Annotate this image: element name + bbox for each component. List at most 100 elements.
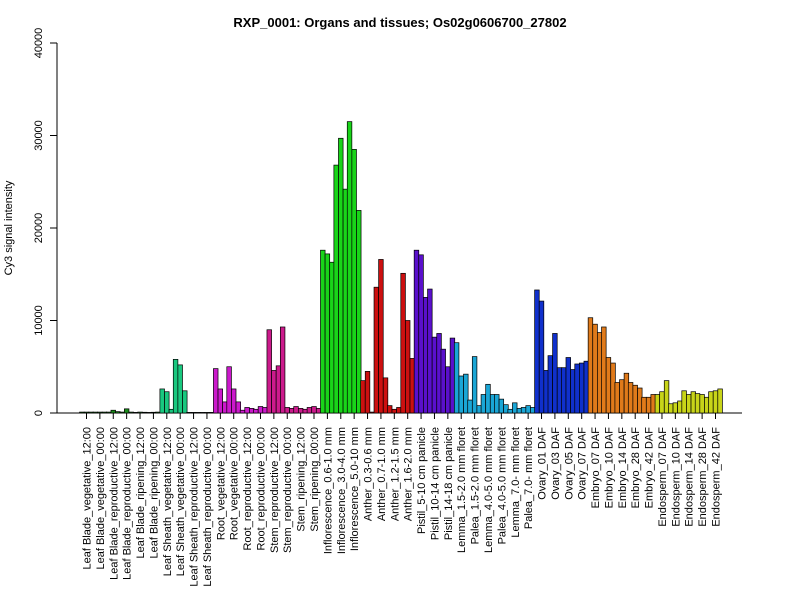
x-tick-label: Ovary_01 DAF bbox=[537, 427, 549, 500]
x-tick-label: Palea_4.0-5.0 mm floret bbox=[496, 427, 508, 544]
bar bbox=[601, 326, 607, 414]
bar bbox=[204, 412, 210, 414]
x-tick-label: Embryo_28 DAF bbox=[630, 427, 642, 509]
bar bbox=[92, 411, 98, 414]
bar bbox=[507, 408, 513, 414]
x-tick-label: Root_vegetative_00:00 bbox=[229, 427, 241, 540]
bar bbox=[627, 382, 634, 414]
x-tick-label: Endosperm_14 DAF bbox=[684, 427, 696, 527]
bar bbox=[244, 407, 250, 414]
bar bbox=[110, 409, 116, 414]
x-tick-label: Root_reproductive_00:00 bbox=[255, 427, 267, 551]
x-tick-label: Anther_1.6-2.0 mm bbox=[403, 427, 415, 521]
x-tick-label: Root_reproductive_12:00 bbox=[242, 427, 254, 551]
bar bbox=[699, 394, 705, 414]
bar bbox=[400, 272, 406, 414]
bar bbox=[405, 320, 411, 414]
x-tick-label: Leaf Blade_reproductive_12:00 bbox=[108, 427, 120, 580]
bar bbox=[494, 394, 500, 414]
bar bbox=[378, 259, 384, 414]
bar bbox=[463, 373, 469, 414]
bar bbox=[132, 412, 139, 414]
bar bbox=[119, 411, 125, 414]
bar bbox=[561, 367, 567, 414]
bar bbox=[83, 411, 90, 414]
x-tick-label: Stem_ripening_00:00 bbox=[309, 427, 321, 532]
bar bbox=[645, 396, 652, 414]
x-tick-label: Lemma_4.0-5.0 mm floret bbox=[483, 427, 495, 553]
x-tick-label: Leaf Blade_ripening_00:00 bbox=[148, 427, 160, 559]
y-tick-label: 20000 bbox=[33, 213, 45, 244]
bar bbox=[445, 366, 451, 414]
x-tick-label: Lemma_1.5-2.0 mm floret bbox=[456, 427, 468, 553]
x-tick-label: Inflorescence_5.0-10 mm bbox=[349, 427, 361, 551]
bar bbox=[297, 408, 304, 414]
bar bbox=[552, 333, 558, 414]
bar bbox=[199, 412, 206, 414]
x-tick-label: Leaf Blade_vegetative_00:00 bbox=[95, 427, 107, 570]
bar bbox=[668, 403, 674, 414]
x-tick-label: Anther_0.7-1.0 mm bbox=[376, 427, 388, 521]
bar bbox=[150, 411, 157, 414]
bar bbox=[458, 375, 464, 414]
bar bbox=[257, 406, 264, 414]
bar bbox=[574, 363, 580, 414]
bar bbox=[306, 407, 313, 414]
bar bbox=[632, 384, 638, 414]
bar bbox=[373, 286, 379, 414]
x-tick-label: Lemma_7.0- mm floret bbox=[510, 427, 522, 538]
x-tick-label: Leaf Sheath_vegetative_00:00 bbox=[175, 427, 187, 576]
bar bbox=[681, 390, 687, 414]
x-tick-label: Palea_1.5-2.0 mm floret bbox=[470, 427, 482, 544]
x-tick-label: Embryo_07 DAF bbox=[590, 427, 602, 509]
bar bbox=[97, 411, 103, 414]
bar bbox=[106, 411, 112, 414]
bar bbox=[467, 399, 473, 414]
bar bbox=[182, 390, 188, 414]
bar bbox=[79, 411, 85, 414]
bar bbox=[654, 394, 661, 414]
x-tick-label: Embryo_10 DAF bbox=[603, 427, 615, 509]
x-tick-label: Ovary_07 DAF bbox=[577, 427, 589, 500]
bar bbox=[279, 326, 286, 414]
bar bbox=[525, 405, 531, 414]
bar bbox=[605, 357, 612, 414]
bar bbox=[360, 380, 366, 414]
bar bbox=[364, 371, 371, 414]
x-tick-label: Endosperm_10 DAF bbox=[670, 427, 682, 527]
plot-area: 0 10000 20000 30000 40000 Leaf Blade_vegetati… bbox=[33, 28, 742, 587]
x-tick-label: Leaf Sheath_vegetative_12:00 bbox=[162, 427, 174, 576]
x-tick-label: Endosperm_42 DAF bbox=[711, 427, 723, 527]
bar bbox=[226, 366, 232, 414]
x-tick-label: Root_vegetative_12:00 bbox=[215, 427, 227, 540]
bar bbox=[498, 398, 505, 414]
bar bbox=[356, 210, 362, 414]
bar bbox=[217, 388, 223, 414]
x-tick-label: Pistil_5-10 cm panicle bbox=[416, 427, 428, 534]
bar bbox=[239, 409, 246, 414]
y-tick-label: 40000 bbox=[33, 28, 45, 59]
bar bbox=[587, 317, 594, 414]
bar bbox=[440, 348, 446, 414]
bar bbox=[172, 359, 179, 414]
x-tick-label: Pistil_10-14 cm panicle bbox=[429, 427, 441, 540]
x-tick-label: Leaf Blade_reproductive_00:00 bbox=[122, 427, 134, 580]
bar bbox=[520, 407, 527, 414]
bar bbox=[453, 342, 460, 414]
x-tick-label: Leaf Sheath_reproductive_00:00 bbox=[202, 427, 214, 587]
y-tick-label: 30000 bbox=[33, 120, 45, 151]
x-tick-label: Inflorescence_3.0-4.0 mm bbox=[336, 427, 348, 554]
bar bbox=[293, 406, 299, 414]
x-tick-label: Ovary_05 DAF bbox=[563, 427, 575, 500]
bar bbox=[338, 137, 344, 414]
x-tick-label: Ovary_03 DAF bbox=[550, 427, 562, 500]
bar bbox=[382, 377, 389, 414]
x-tick-label: Pistil_14-18 cm panicle bbox=[443, 427, 455, 540]
bar bbox=[663, 380, 670, 414]
bar bbox=[418, 254, 424, 414]
bar bbox=[186, 412, 192, 414]
x-tick-label: Endosperm_07 DAF bbox=[657, 427, 669, 527]
bar bbox=[190, 412, 197, 414]
x-tick-label: Stem_reproductive_12:00 bbox=[269, 427, 281, 553]
